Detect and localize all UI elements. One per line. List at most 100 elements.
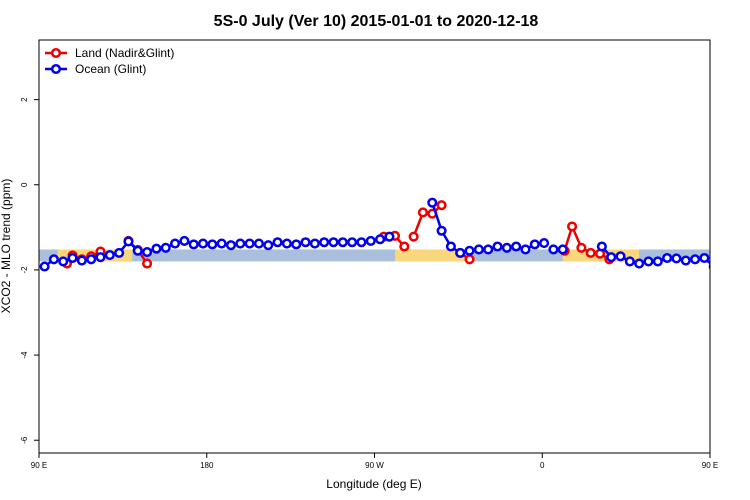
series-1-point [690, 254, 701, 265]
series-1-point [375, 234, 386, 245]
series-0-point [142, 258, 153, 269]
series-1-point [624, 256, 635, 267]
series-1-point [281, 238, 292, 249]
series-1-point [216, 238, 227, 249]
series-1-point [188, 239, 199, 250]
series-1-point [225, 240, 237, 251]
series-1-point [160, 242, 171, 253]
series-1-point [291, 239, 302, 250]
series-1-point [548, 244, 559, 255]
series-1-point [319, 237, 330, 248]
series-1-point [708, 263, 710, 270]
legend-label: Land (Nadir&Glint) [75, 46, 174, 60]
series-1-point [235, 238, 246, 249]
series-1-point [244, 238, 255, 249]
series-1-point [662, 252, 673, 264]
series-1-point [48, 254, 59, 265]
series-1-point [436, 225, 447, 236]
series-1-point [179, 235, 190, 247]
series-1-point [86, 254, 97, 265]
x-tick-label: 90 E [702, 461, 718, 470]
y-tick-label: -4 [20, 351, 29, 359]
legend: Land (Nadir&Glint) Ocean (Glint) [45, 46, 174, 76]
series-1-point [123, 236, 134, 247]
series-1-point [634, 258, 645, 269]
series-0-point [464, 254, 475, 265]
series-1-point [328, 237, 339, 248]
series-0-point [436, 200, 447, 211]
y-tick-label: 0 [20, 182, 29, 187]
chart-title: 5S-0 July (Ver 10) 2015-01-01 to 2020-12… [214, 13, 539, 30]
series-1-point [699, 252, 710, 264]
series-1-point [384, 231, 395, 242]
series-1-point [76, 255, 87, 266]
series-1-point [95, 252, 106, 263]
series-1-point [455, 247, 466, 258]
series-1-point [58, 256, 69, 267]
series-0-point [417, 207, 429, 218]
series-1-point [347, 237, 358, 248]
series-1-point [606, 252, 617, 263]
series-1-point [643, 256, 654, 267]
band-2 [395, 249, 474, 262]
band-4 [729, 249, 750, 261]
y-axis-label: XCO2 - MLO trend (ppm) [0, 179, 13, 314]
series-1-point [272, 237, 283, 248]
series-1-point [337, 237, 348, 248]
band-0 [39, 249, 710, 262]
series-1-point [557, 244, 568, 255]
series-1-point [680, 255, 691, 266]
y-tick-label: 2 [20, 97, 29, 102]
series-1-point [738, 258, 746, 266]
series-1-point [520, 244, 531, 255]
series-1-point [253, 238, 264, 249]
series-1 [39, 197, 746, 272]
series-1-point [445, 241, 456, 252]
series-1-point [104, 249, 115, 261]
series-1-point [197, 238, 209, 249]
series-1-point [615, 251, 626, 262]
legend-marker [50, 63, 62, 75]
series-1-point [483, 244, 494, 255]
series-1-point [356, 237, 367, 248]
series-0-point [399, 241, 410, 252]
series-1-point [492, 241, 503, 252]
y-axis: 2 0 -2 -4 -6 [20, 97, 39, 444]
series-1-point [132, 245, 143, 256]
series-0-point [745, 252, 750, 260]
series-1-point [67, 252, 78, 264]
legend-marker [50, 47, 62, 59]
series-1-point [207, 239, 218, 250]
legend-label: Ocean (Glint) [75, 62, 146, 76]
series-0-point [585, 247, 596, 258]
series-1-point [365, 235, 376, 247]
series-1-point [263, 240, 274, 251]
series-1-point [464, 245, 475, 256]
series-1-point [39, 261, 50, 272]
series-1-point [151, 243, 162, 254]
series-0-point [736, 252, 744, 260]
series-1-point [671, 253, 682, 264]
x-tick-label: 90 E [31, 461, 47, 470]
series-1-point [719, 257, 727, 265]
series-1-point [300, 237, 311, 248]
x-tick-label: 90 W [365, 461, 384, 470]
series-1-point [114, 247, 125, 258]
x-tick-label: 180 [200, 461, 214, 470]
series-1-point [170, 238, 181, 249]
x-tick-label: 0 [540, 461, 545, 470]
x-axis-label: Longitude (deg E) [326, 477, 421, 491]
series-0-point [576, 242, 587, 253]
series-0-point [408, 231, 419, 242]
y-tick-label: -6 [20, 436, 29, 444]
series-1-point [511, 241, 522, 252]
series-1-point [529, 239, 540, 250]
series-1-point [729, 258, 737, 266]
series-0-line-6 [731, 251, 750, 264]
series-0-point [567, 221, 578, 232]
series-1-point [309, 238, 320, 249]
y-tick-label: -2 [20, 266, 29, 274]
series-0-point [727, 260, 735, 268]
x-axis: 90 E 180 90 W 0 90 E [31, 453, 718, 470]
